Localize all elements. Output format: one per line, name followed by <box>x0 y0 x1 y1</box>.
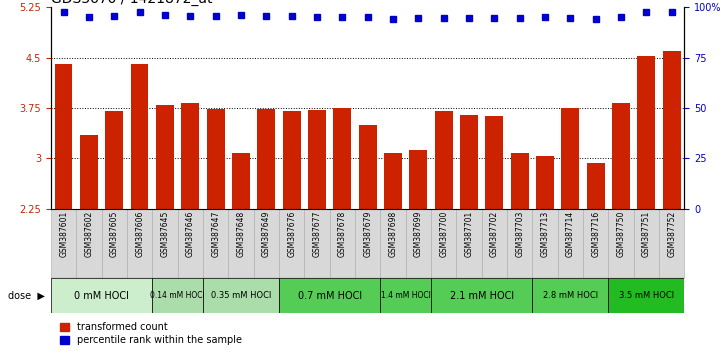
FancyBboxPatch shape <box>609 278 684 313</box>
FancyBboxPatch shape <box>279 278 380 313</box>
FancyBboxPatch shape <box>532 209 558 278</box>
FancyBboxPatch shape <box>152 209 178 278</box>
Text: GSM387698: GSM387698 <box>389 211 397 257</box>
FancyBboxPatch shape <box>279 209 304 278</box>
FancyBboxPatch shape <box>431 278 532 313</box>
Text: dose  ▶: dose ▶ <box>8 291 44 301</box>
Bar <box>181 103 199 354</box>
Text: GSM387649: GSM387649 <box>262 211 271 257</box>
FancyBboxPatch shape <box>633 209 659 278</box>
Text: GSM387679: GSM387679 <box>363 211 372 257</box>
Bar <box>156 105 174 354</box>
Text: GSM387646: GSM387646 <box>186 211 195 257</box>
Text: 1.4 mM HOCl: 1.4 mM HOCl <box>381 291 430 300</box>
Text: 2.1 mM HOCl: 2.1 mM HOCl <box>450 291 514 301</box>
FancyBboxPatch shape <box>532 278 609 313</box>
Bar <box>207 109 224 354</box>
Text: GSM387699: GSM387699 <box>414 211 423 257</box>
Text: 0.14 mM HOCl: 0.14 mM HOCl <box>150 291 205 300</box>
Text: GSM387703: GSM387703 <box>515 211 524 257</box>
Bar <box>106 112 123 354</box>
Text: GSM387648: GSM387648 <box>237 211 245 257</box>
FancyBboxPatch shape <box>405 209 431 278</box>
FancyBboxPatch shape <box>51 278 152 313</box>
FancyBboxPatch shape <box>583 209 609 278</box>
Bar <box>359 125 376 354</box>
Bar <box>80 135 98 354</box>
Bar <box>587 163 604 354</box>
FancyBboxPatch shape <box>178 209 203 278</box>
Text: GSM387606: GSM387606 <box>135 211 144 257</box>
FancyBboxPatch shape <box>203 209 229 278</box>
Bar <box>258 109 275 354</box>
Bar <box>612 103 630 354</box>
Bar <box>638 56 655 354</box>
FancyBboxPatch shape <box>203 278 279 313</box>
Bar <box>536 156 554 354</box>
Text: GSM387678: GSM387678 <box>338 211 347 257</box>
FancyBboxPatch shape <box>659 209 684 278</box>
FancyBboxPatch shape <box>127 209 152 278</box>
FancyBboxPatch shape <box>253 209 279 278</box>
FancyBboxPatch shape <box>507 209 532 278</box>
Text: GSM387676: GSM387676 <box>287 211 296 257</box>
Text: GDS3670 / 1421872_at: GDS3670 / 1421872_at <box>51 0 213 6</box>
Bar <box>662 51 681 354</box>
Text: GSM387677: GSM387677 <box>312 211 322 257</box>
Bar <box>131 64 149 354</box>
Bar <box>435 112 453 354</box>
Bar <box>384 153 402 354</box>
FancyBboxPatch shape <box>76 209 102 278</box>
Text: GSM387752: GSM387752 <box>667 211 676 257</box>
FancyBboxPatch shape <box>51 209 76 278</box>
Bar <box>561 108 579 354</box>
Text: GSM387700: GSM387700 <box>439 211 448 257</box>
FancyBboxPatch shape <box>355 209 380 278</box>
Bar <box>282 112 301 354</box>
Text: GSM387716: GSM387716 <box>591 211 600 257</box>
Text: 3.5 mM HOCl: 3.5 mM HOCl <box>619 291 674 300</box>
Legend: transformed count, percentile rank within the sample: transformed count, percentile rank withi… <box>56 319 246 349</box>
Text: GSM387601: GSM387601 <box>59 211 68 257</box>
Bar <box>232 153 250 354</box>
Text: GSM387750: GSM387750 <box>617 211 625 257</box>
FancyBboxPatch shape <box>380 278 431 313</box>
Bar <box>308 110 326 354</box>
FancyBboxPatch shape <box>609 209 633 278</box>
FancyBboxPatch shape <box>304 209 330 278</box>
Text: GSM387645: GSM387645 <box>160 211 170 257</box>
FancyBboxPatch shape <box>558 209 583 278</box>
Text: 0 mM HOCl: 0 mM HOCl <box>74 291 129 301</box>
Text: GSM387701: GSM387701 <box>464 211 473 257</box>
Text: 0.35 mM HOCl: 0.35 mM HOCl <box>211 291 271 300</box>
Text: GSM387713: GSM387713 <box>540 211 550 257</box>
FancyBboxPatch shape <box>152 278 203 313</box>
Bar <box>333 108 351 354</box>
Text: GSM387714: GSM387714 <box>566 211 575 257</box>
Text: 0.7 mM HOCl: 0.7 mM HOCl <box>298 291 362 301</box>
Bar <box>409 150 427 354</box>
Bar <box>511 153 529 354</box>
Text: 2.8 mM HOCl: 2.8 mM HOCl <box>543 291 598 300</box>
Text: GSM387602: GSM387602 <box>84 211 93 257</box>
FancyBboxPatch shape <box>431 209 456 278</box>
Text: GSM387605: GSM387605 <box>110 211 119 257</box>
Bar <box>55 64 73 354</box>
FancyBboxPatch shape <box>330 209 355 278</box>
Text: GSM387647: GSM387647 <box>211 211 220 257</box>
FancyBboxPatch shape <box>456 209 482 278</box>
FancyBboxPatch shape <box>229 209 253 278</box>
FancyBboxPatch shape <box>380 209 405 278</box>
Text: GSM387751: GSM387751 <box>642 211 651 257</box>
Bar <box>460 115 478 354</box>
FancyBboxPatch shape <box>482 209 507 278</box>
Text: GSM387702: GSM387702 <box>490 211 499 257</box>
Bar <box>486 116 503 354</box>
FancyBboxPatch shape <box>102 209 127 278</box>
